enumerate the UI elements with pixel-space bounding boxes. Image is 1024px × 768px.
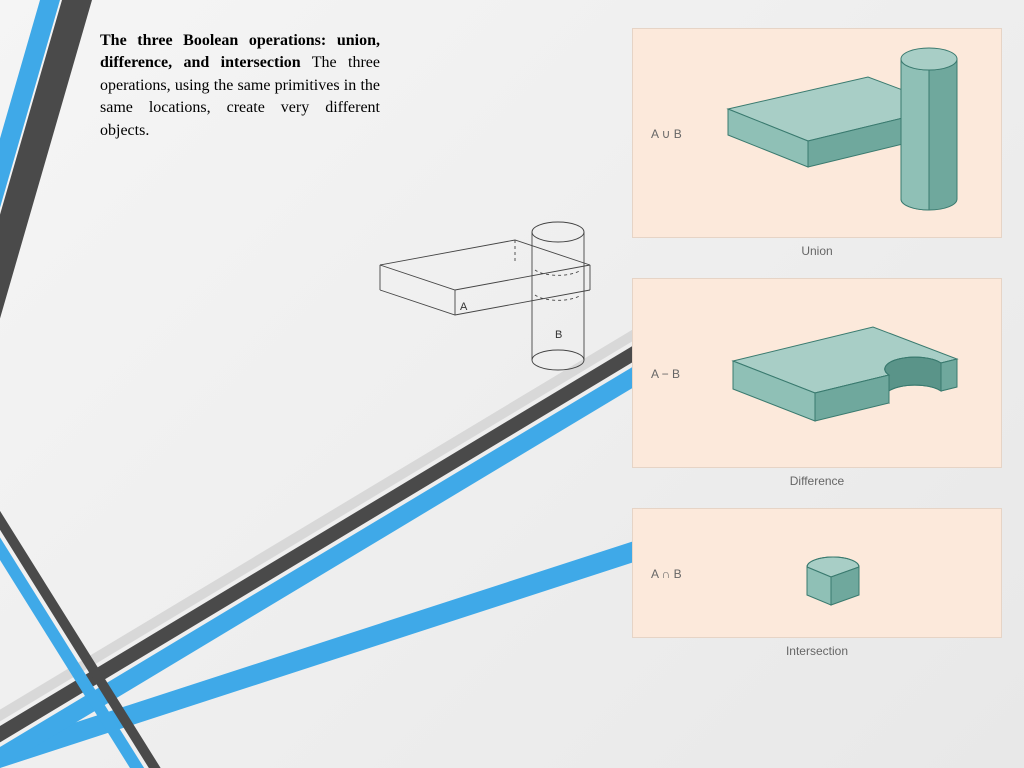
wire-label-b: B: [555, 329, 562, 341]
panel-union-wrap: A ∪ B Union: [632, 28, 1002, 258]
intersection-shape: [633, 509, 1003, 639]
text-block: The three Boolean operations: union, dif…: [100, 30, 380, 142]
caption-intersection: Intersection: [632, 644, 1002, 658]
panel-intersection-wrap: A ∩ B Intersection: [632, 508, 1002, 658]
notation-intersection: A ∩ B: [651, 567, 682, 581]
wireframe-diagram: A B: [360, 210, 620, 390]
panel-union: A ∪ B: [632, 28, 1002, 238]
panel-difference: A − B: [632, 278, 1002, 468]
panel-difference-wrap: A − B Difference: [632, 278, 1002, 488]
notation-union: A ∪ B: [651, 127, 682, 141]
notation-difference: A − B: [651, 367, 680, 381]
caption-union: Union: [632, 244, 1002, 258]
panels: A ∪ B Union: [632, 28, 1002, 658]
wire-label-a: A: [460, 301, 468, 313]
union-shape: [633, 29, 1003, 239]
panel-intersection: A ∩ B: [632, 508, 1002, 638]
difference-shape: [633, 279, 1003, 469]
caption-difference: Difference: [632, 474, 1002, 488]
